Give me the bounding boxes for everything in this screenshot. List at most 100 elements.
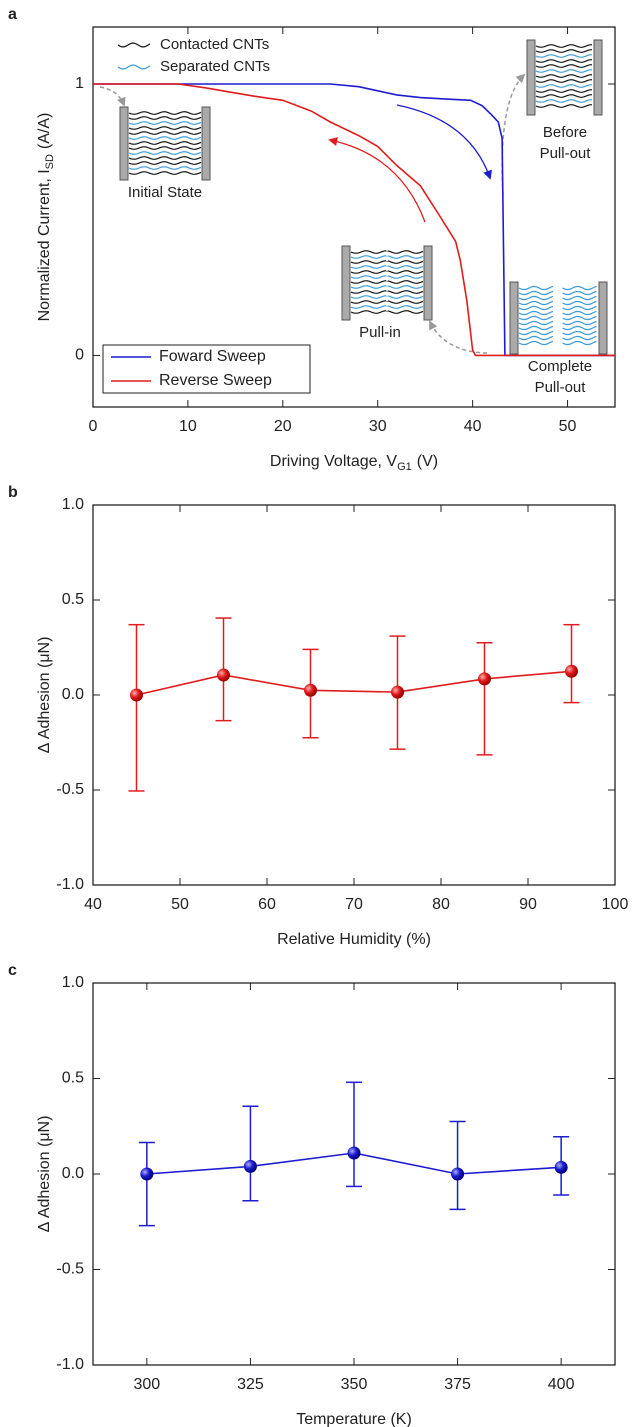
x-tick-label: 90 <box>519 896 537 913</box>
cnt-wave <box>535 99 593 103</box>
data-point <box>304 683 317 697</box>
state-arrow <box>501 73 526 196</box>
x-tick-label: 100 <box>602 896 629 913</box>
y-tick-label: -1.0 <box>56 876 84 893</box>
annotation: Pull-in <box>359 324 401 341</box>
y-axis-label-part: Δ Adhesion (μN) <box>36 1116 53 1233</box>
x-axis-label: Driving Voltage, VG1 (V) <box>270 453 438 473</box>
x-tick-label: 300 <box>134 1376 161 1393</box>
cnt-wave <box>128 126 202 130</box>
cnt-wave <box>350 260 424 264</box>
cnt-wave <box>535 104 593 108</box>
cnt-wave <box>562 300 597 306</box>
y-tick-label: 0.0 <box>62 686 84 703</box>
data-point <box>554 1160 568 1174</box>
y-axis-label-part: (A/A) <box>36 113 53 149</box>
x-tick-label: 0 <box>89 418 98 435</box>
x-axis-label-part: Relative Humidity (%) <box>277 931 431 948</box>
state-arrow <box>429 320 488 354</box>
cnt-wave <box>562 305 597 311</box>
cnt-wave <box>518 305 554 311</box>
y-axis-label-part: SD <box>44 154 56 169</box>
data-point <box>391 685 404 699</box>
annotation: Initial State <box>128 184 202 201</box>
x-axis-label: Temperature (K) <box>296 1411 412 1427</box>
series-line <box>93 83 615 357</box>
cnt-wave <box>562 295 597 301</box>
data-point <box>140 1167 154 1181</box>
x-axis-label-part: G1 <box>397 461 412 473</box>
data-point <box>130 688 143 702</box>
cnt-wave <box>535 94 593 98</box>
cnt-wave <box>350 270 424 274</box>
y-tick-label: 0.0 <box>62 1165 84 1182</box>
y-tick-label: -0.5 <box>56 1261 84 1278</box>
y-axis-label: Normalized Current, ISD (A/A) <box>36 113 56 322</box>
y-tick-label: 1 <box>75 75 84 92</box>
cnt-wave <box>350 280 424 284</box>
x-tick-label: 40 <box>84 896 102 913</box>
cnt-wave <box>350 300 424 304</box>
y-axis-label: Δ Adhesion (μN) <box>36 1116 53 1233</box>
cnt-wave <box>535 89 593 93</box>
cnt-wave <box>128 156 202 160</box>
x-axis-label-part: Driving Voltage, V <box>270 453 398 470</box>
annotation: Pull-out <box>540 145 592 162</box>
y-tick-label: 0 <box>75 347 84 364</box>
cnt-wave <box>350 255 424 259</box>
x-tick-label: 50 <box>559 418 577 435</box>
data-point <box>478 672 491 686</box>
series-line <box>93 83 615 357</box>
plot-frame <box>92 26 616 408</box>
electrode <box>201 106 211 181</box>
cnt-wave <box>518 315 554 321</box>
data-point <box>347 1146 361 1160</box>
electrode <box>593 39 603 116</box>
cnt-wave <box>535 49 593 53</box>
cnt-wave <box>562 335 597 341</box>
sweep-arrow <box>328 137 426 223</box>
legend-label: Foward Sweep <box>159 348 266 365</box>
data-point <box>451 1167 465 1181</box>
data-point <box>565 664 578 678</box>
cnt-wave <box>128 146 202 150</box>
cnt-wave <box>128 151 202 155</box>
data-point <box>217 668 230 682</box>
cnt-wave <box>562 325 597 331</box>
cnt-wave <box>562 285 597 291</box>
cnt-wave <box>518 325 554 331</box>
cnt-wave <box>518 285 554 291</box>
panel-label: c <box>8 962 17 979</box>
cnt-wave <box>562 320 597 326</box>
cnt-wave <box>128 131 202 135</box>
y-axis-label-part: Δ Adhesion (μN) <box>36 637 53 754</box>
electrode <box>509 281 519 355</box>
cnt-wave <box>535 64 593 68</box>
annotation: Contacted CNTs <box>160 36 269 53</box>
y-tick-label: 0.5 <box>62 591 84 608</box>
annotation: Complete <box>528 358 592 375</box>
cnt-wave <box>350 285 424 289</box>
data-point <box>243 1159 257 1173</box>
cnt-wave <box>535 79 593 83</box>
x-tick-label: 375 <box>444 1376 471 1393</box>
cnt-wave <box>350 295 424 299</box>
cnt-wave <box>128 116 202 120</box>
cnt-wave <box>128 171 202 175</box>
cnt-wave <box>128 166 202 170</box>
cnt-wave <box>518 310 554 316</box>
y-tick-label: -0.5 <box>56 781 84 798</box>
y-tick-label: 0.5 <box>62 1070 84 1087</box>
cnt-wave <box>535 84 593 88</box>
cnt-wave <box>535 44 593 48</box>
y-tick-label: 1.0 <box>62 974 84 991</box>
x-tick-label: 20 <box>274 418 292 435</box>
cnt-wave <box>562 330 597 336</box>
cnt-wave <box>518 340 554 346</box>
electrode <box>598 281 608 355</box>
cnt-wave <box>350 275 424 279</box>
cnt-wave <box>128 141 202 145</box>
cnt-wave <box>128 136 202 140</box>
cnt-wave <box>128 161 202 165</box>
